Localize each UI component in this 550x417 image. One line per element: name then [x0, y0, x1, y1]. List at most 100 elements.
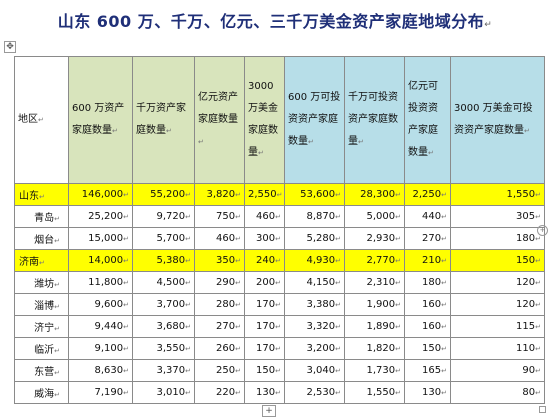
region-label: 潍坊: [34, 279, 55, 290]
cell-value: 3,040: [306, 365, 336, 376]
value-cell: 460↵: [194, 227, 245, 250]
cell-value: 5,280: [306, 233, 336, 244]
cell-value: 2,310: [366, 277, 396, 288]
table-corner-resize-handle[interactable]: [539, 406, 546, 413]
region-label: 烟台: [34, 235, 55, 246]
column-header-5: 600 万可投资资产家庭数量↵: [284, 56, 345, 184]
paragraph-mark: ↵: [335, 191, 341, 199]
region-label: 威海: [34, 389, 55, 400]
paragraph-mark: ↵: [484, 20, 493, 30]
cell-value: 170: [256, 343, 276, 354]
paragraph-mark: ↵: [441, 279, 447, 287]
paragraph-mark: ↵: [308, 138, 314, 146]
paragraph-mark: ↵: [123, 345, 129, 353]
cell-value: 3,680: [156, 321, 186, 332]
paragraph-mark: ↵: [185, 191, 191, 199]
value-cell: 460↵: [244, 205, 285, 228]
cell-value: 53,600: [300, 189, 336, 200]
column-header-label: 地区: [18, 114, 38, 125]
value-cell: 2,250↵: [404, 183, 451, 206]
value-cell: 220↵: [194, 381, 245, 404]
region-label: 济宁: [34, 323, 55, 334]
paragraph-mark: ↵: [335, 389, 341, 397]
value-cell: 4,930↵: [284, 249, 345, 272]
cell-value: 130: [256, 387, 276, 398]
cell-value: 165: [422, 365, 442, 376]
paragraph-mark: ↵: [275, 367, 281, 375]
cell-value: 170: [256, 299, 276, 310]
paragraph-mark: ↵: [524, 127, 530, 135]
cell-value: 115: [516, 321, 536, 332]
paragraph-mark: ↵: [185, 345, 191, 353]
cell-value: 290: [216, 277, 236, 288]
table-row: 淄博↵ 9,600↵ 3,700↵ 280↵ 170↵ 3,380↵ 1,900↵ 160↵ 1…: [14, 293, 545, 316]
paragraph-mark: ↵: [235, 301, 241, 309]
table-body: 山东↵ 146,000↵ 55,200↵ 3,820↵ 2,550↵ 53,600↵ 28,…: [14, 183, 545, 404]
paragraph-mark: ↵: [535, 301, 541, 309]
paragraph-mark: ↵: [535, 279, 541, 287]
value-cell: 130↵: [404, 381, 451, 404]
cell-value: 3,820: [206, 189, 236, 200]
column-header-label: 亿元资产家庭数量: [198, 92, 238, 125]
paragraph-mark: ↵: [441, 367, 447, 375]
value-cell: 180↵: [404, 271, 451, 294]
paragraph-mark: ↵: [235, 235, 241, 243]
region-cell: 东营↵: [14, 359, 69, 382]
value-cell: 2,770↵: [344, 249, 405, 272]
paragraph-mark: ↵: [38, 116, 44, 124]
cell-value: 1,820: [366, 343, 396, 354]
paragraph-mark: ↵: [395, 191, 401, 199]
table-resize-handle-icon[interactable]: +: [537, 225, 548, 236]
value-cell: 5,380↵: [132, 249, 195, 272]
value-cell: 3,380↵: [284, 293, 345, 316]
paragraph-mark: ↵: [235, 389, 241, 397]
value-cell: 3,320↵: [284, 315, 345, 338]
value-cell: 9,600↵: [68, 293, 133, 316]
column-header-6: 千万可投资资产家庭数量↵: [344, 56, 405, 184]
paragraph-mark: ↵: [535, 235, 541, 243]
cell-value: 9,100: [94, 343, 124, 354]
table-row: 青岛↵ 25,200↵ 9,720↵ 750↵ 460↵ 8,870↵ 5,000↵ 440↵…: [14, 205, 545, 228]
cell-value: 5,700: [156, 233, 186, 244]
value-cell: 115↵: [450, 315, 545, 338]
paragraph-mark: ↵: [535, 323, 541, 331]
cell-value: 3,370: [156, 365, 186, 376]
paragraph-mark: ↵: [185, 389, 191, 397]
cell-value: 200: [256, 277, 276, 288]
value-cell: 1,550↵: [450, 183, 545, 206]
value-cell: 9,720↵: [132, 205, 195, 228]
value-cell: 120↵: [450, 293, 545, 316]
column-header-2: 千万资产家庭数量↵: [132, 56, 195, 184]
value-cell: 80↵: [450, 381, 545, 404]
value-cell: 5,000↵: [344, 205, 405, 228]
region-cell: 济宁↵: [14, 315, 69, 338]
value-cell: 1,820↵: [344, 337, 405, 360]
value-cell: 170↵: [244, 315, 285, 338]
value-cell: 9,440↵: [68, 315, 133, 338]
paragraph-mark: ↵: [441, 235, 447, 243]
value-cell: 150↵: [450, 249, 545, 272]
paragraph-mark: ↵: [39, 193, 45, 201]
table-move-handle-icon[interactable]: ✥: [4, 41, 16, 53]
paragraph-mark: ↵: [395, 257, 401, 265]
cell-value: 240: [256, 255, 276, 266]
value-cell: 3,680↵: [132, 315, 195, 338]
cell-value: 4,150: [306, 277, 336, 288]
value-cell: 11,800↵: [68, 271, 133, 294]
value-cell: 1,900↵: [344, 293, 405, 316]
paragraph-mark: ↵: [235, 257, 241, 265]
cell-value: 4,500: [156, 277, 186, 288]
cell-value: 1,890: [366, 321, 396, 332]
add-row-button[interactable]: +: [262, 405, 276, 417]
cell-value: 270: [422, 233, 442, 244]
paragraph-mark: ↵: [441, 389, 447, 397]
cell-value: 3,320: [306, 321, 336, 332]
paragraph-mark: ↵: [335, 213, 341, 221]
cell-value: 2,930: [366, 233, 396, 244]
cell-value: 5,000: [366, 211, 396, 222]
paragraph-mark: ↵: [428, 149, 434, 157]
cell-value: 130: [422, 387, 442, 398]
cell-value: 305: [516, 211, 536, 222]
paragraph-mark: ↵: [123, 235, 129, 243]
paragraph-mark: ↵: [441, 213, 447, 221]
